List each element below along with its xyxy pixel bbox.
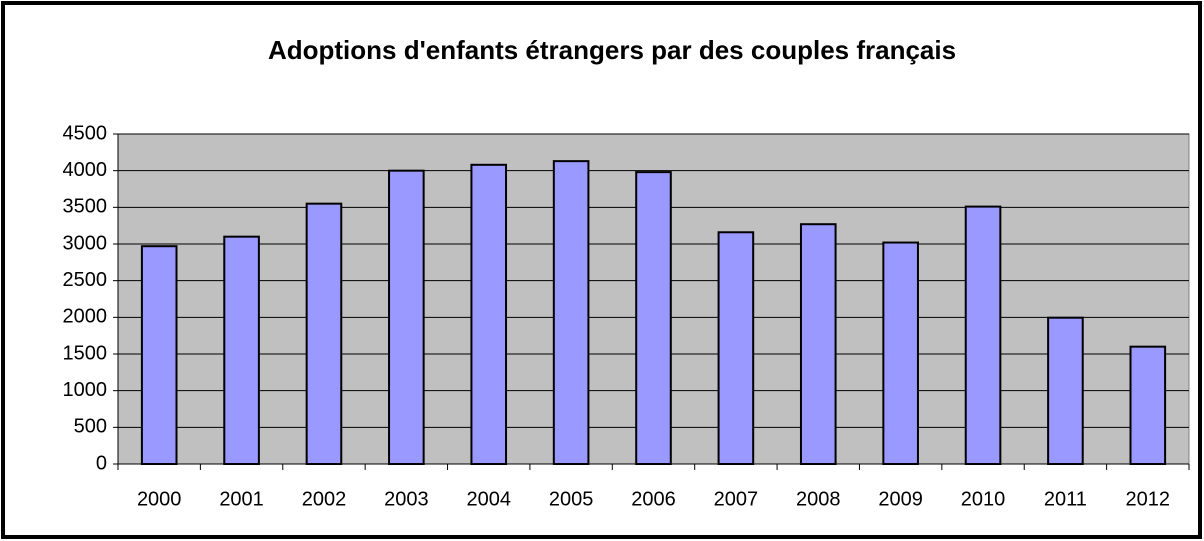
y-tick-label: 3000 [63,232,108,254]
y-tick-label: 4500 [63,122,108,144]
bar [717,231,755,465]
y-tick-label: 4000 [63,159,108,181]
x-tick-label: 2004 [466,488,511,510]
bar [964,205,1002,465]
x-tick-label: 2003 [384,488,429,510]
x-tick-label: 2001 [219,488,264,510]
bar [1129,345,1167,465]
bar [388,169,425,466]
bar [305,202,343,466]
x-tick-label: 2000 [137,488,182,510]
y-tick-label: 2500 [63,269,108,291]
x-tick-label: 2010 [961,488,1006,510]
bar [223,235,260,465]
bar [882,241,919,465]
y-tick-label: 3500 [63,196,108,218]
x-tick-label: 2002 [302,488,347,510]
bar [635,171,672,465]
x-tick-label: 2011 [1044,488,1087,510]
x-tick-label: 2009 [878,488,923,510]
bar [1047,316,1084,466]
x-tick-label: 2006 [631,488,676,510]
y-tick-label: 1000 [63,379,108,401]
x-tick-label: 2007 [714,488,759,510]
bar [552,160,590,465]
y-tick-label: 500 [74,416,107,438]
bar [799,223,837,465]
x-tick-label: 2012 [1126,488,1171,510]
bar [470,163,508,466]
x-tick-label: 2008 [796,488,841,510]
y-tick-label: 2000 [63,306,108,328]
y-tick-label: 0 [96,452,107,474]
chart-title: Adoptions d'enfants étrangers par des co… [268,35,956,65]
bar [140,245,178,465]
y-tick-label: 1500 [63,342,108,364]
x-tick-label: 2005 [549,488,594,510]
